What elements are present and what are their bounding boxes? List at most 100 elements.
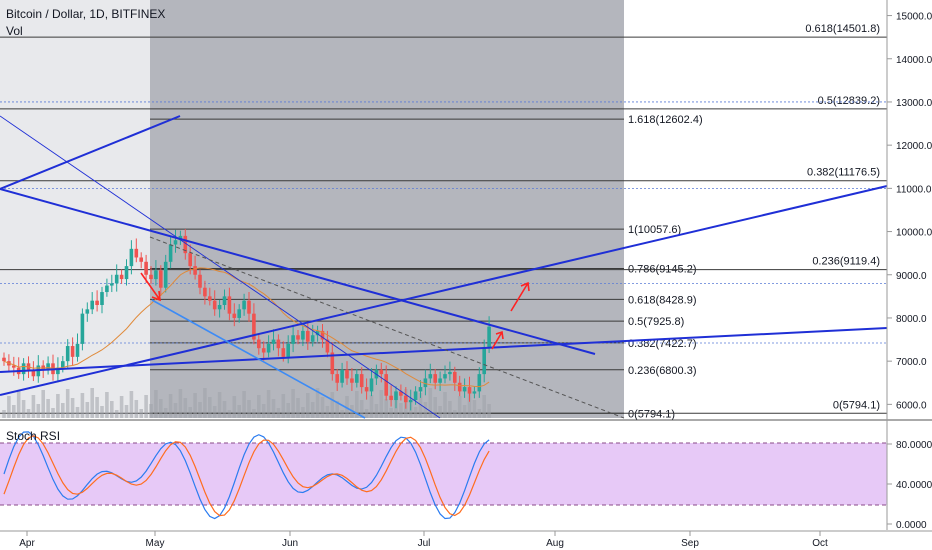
volume-bar xyxy=(291,389,295,418)
candle-body xyxy=(252,313,256,340)
candle-body xyxy=(315,330,320,336)
volume-bar xyxy=(418,393,423,418)
volume-bar xyxy=(168,394,173,418)
fib-label-right: 0.618(14501.8) xyxy=(805,23,880,35)
candle-body xyxy=(345,369,349,379)
time-axis: Apr May Jun Jul Aug Sep Oct xyxy=(19,531,828,549)
candle-body xyxy=(310,335,315,342)
candle-body xyxy=(364,387,369,392)
candle-body xyxy=(212,300,217,310)
trend-line xyxy=(0,185,888,396)
candle-body xyxy=(296,335,300,340)
price-tick-label: 13000.0 xyxy=(896,98,932,109)
volume-bar xyxy=(110,401,114,418)
candle-body xyxy=(168,244,173,262)
volume-bar xyxy=(222,401,227,418)
volume-bar xyxy=(129,391,134,418)
candle-body xyxy=(423,378,428,388)
candle-body xyxy=(237,309,241,318)
stoch-k-line xyxy=(3,431,490,520)
volume-bar xyxy=(16,391,21,418)
fib-label-left: 1(10057.6) xyxy=(628,224,681,236)
fib-label-left: 0(5794.1) xyxy=(628,408,675,420)
arrow-up-short-head xyxy=(495,330,504,340)
volume-bar xyxy=(315,388,320,418)
rsi-overbought-oversold-band xyxy=(0,443,887,505)
volume-bar xyxy=(56,394,60,418)
candle-body xyxy=(266,343,271,353)
volume-bar xyxy=(193,393,197,418)
time-tick-label: Oct xyxy=(812,538,828,549)
volume-bar xyxy=(438,406,442,418)
trend-lines xyxy=(0,115,888,419)
candle-body xyxy=(306,330,310,342)
volume-bar xyxy=(36,404,41,418)
price-tick-label: 7000.0 xyxy=(896,357,927,368)
candle-body xyxy=(95,300,99,305)
volume-bar xyxy=(330,392,335,418)
volume-bar xyxy=(413,407,418,418)
fib-label-left: 1.618(12602.4) xyxy=(628,114,703,126)
volume-bar xyxy=(433,397,437,418)
candle-body xyxy=(119,274,124,280)
volume-bar xyxy=(389,408,393,418)
candle-body xyxy=(65,346,70,362)
volume-bar xyxy=(384,399,388,418)
volume-bar xyxy=(203,388,207,418)
candle-body xyxy=(90,300,94,310)
fib-label-right: 0(5794.1) xyxy=(833,399,880,411)
volume-bar xyxy=(232,396,237,418)
arrow-down xyxy=(140,272,161,301)
candle-body xyxy=(114,274,119,284)
candle-body xyxy=(61,361,65,368)
candle-body xyxy=(413,391,418,401)
candle-body xyxy=(438,378,442,383)
volume-bars xyxy=(2,388,491,418)
candle-body xyxy=(80,313,85,344)
candle-body xyxy=(477,374,482,392)
candle-body xyxy=(2,357,6,362)
candle-body xyxy=(56,367,60,375)
candle-body xyxy=(379,369,384,375)
volume-bar xyxy=(85,402,90,418)
volume-bar xyxy=(198,402,202,418)
volume-bar xyxy=(95,397,99,418)
candle-body xyxy=(335,374,339,383)
candle-body xyxy=(183,235,188,254)
volume-bar xyxy=(70,398,75,418)
shade-zone-right xyxy=(624,0,887,418)
volume-bar xyxy=(266,390,271,418)
fib-label-left: 0.5(7925.8) xyxy=(628,316,684,328)
price-axis: 15000.0 14000.0 13000.0 12000.0 11000.0 10000… xyxy=(887,12,932,411)
fib-label-right: 0.236(9119.4) xyxy=(812,256,880,268)
volume-bar xyxy=(7,396,11,418)
rsi-title: Stoch RSI xyxy=(6,429,60,443)
moving-average xyxy=(3,267,490,388)
volume-bar xyxy=(335,401,339,418)
candle-body xyxy=(448,371,452,375)
volume-bar xyxy=(114,410,119,418)
candle-body xyxy=(404,395,408,403)
volume-bar xyxy=(247,400,251,418)
candle-body xyxy=(340,369,344,383)
candle-body xyxy=(227,296,232,314)
volume-bar xyxy=(2,410,6,418)
shade-zone-dark xyxy=(150,0,624,418)
trend-line xyxy=(0,115,441,419)
volume-bar xyxy=(310,402,315,418)
volume-bar xyxy=(369,395,374,418)
volume-bar xyxy=(428,388,433,418)
candle-body xyxy=(247,300,251,314)
rsi-tick-label: 0.0000 xyxy=(896,520,927,531)
volume-bar xyxy=(227,410,232,418)
volume-bar xyxy=(173,403,178,418)
candle-body xyxy=(418,387,423,392)
candle-body xyxy=(399,391,403,396)
candle-body xyxy=(472,391,477,394)
volume-bar xyxy=(41,390,45,418)
candle-body xyxy=(144,261,148,275)
volume-bar xyxy=(75,407,80,418)
symbol-title: Bitcoin / Dollar, 1D, BITFINEX xyxy=(6,7,165,21)
candle-body xyxy=(149,274,153,280)
